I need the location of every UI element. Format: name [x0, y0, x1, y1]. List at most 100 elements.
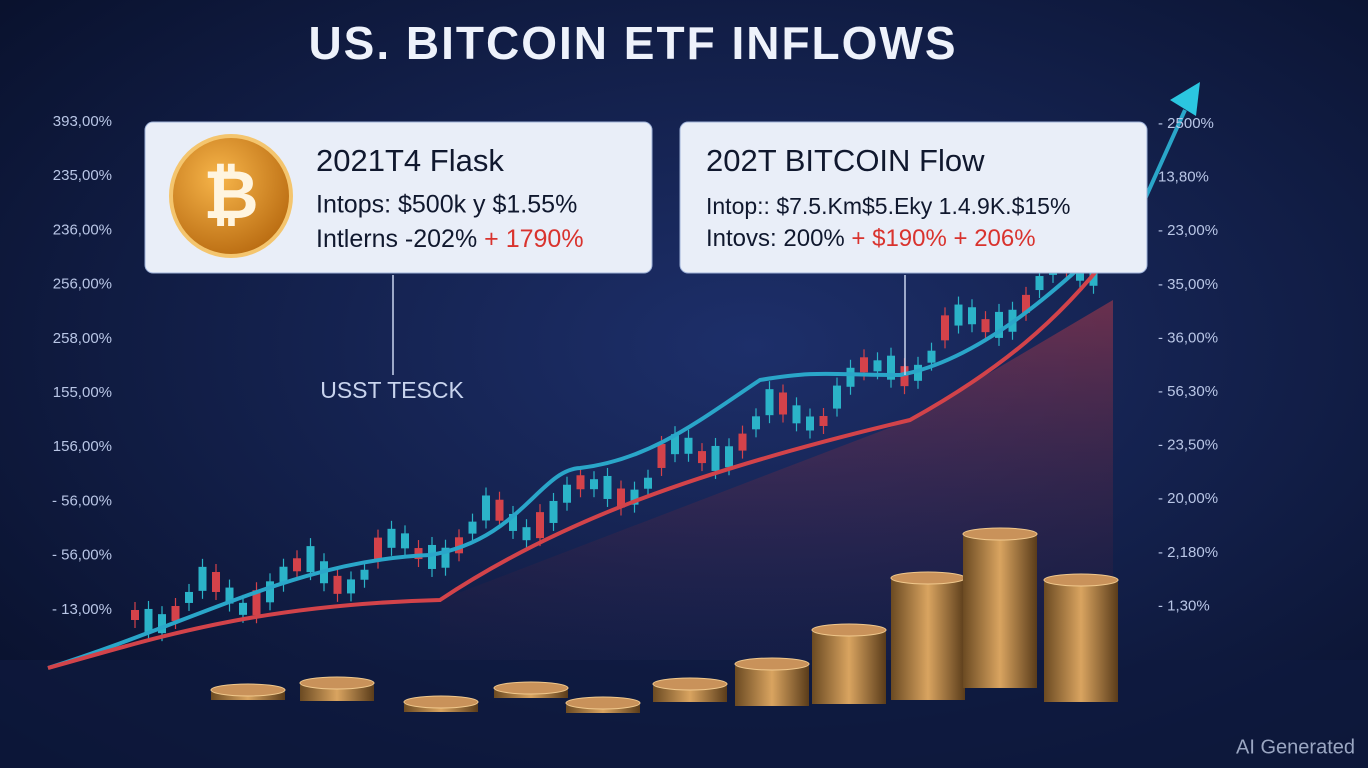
candle-body [225, 587, 234, 604]
card-text: + $190% [851, 225, 946, 252]
coin-side [891, 620, 965, 628]
coin-top [811, 623, 887, 637]
candle-body [792, 405, 801, 424]
candle-body [590, 479, 598, 490]
coin-side [1044, 662, 1118, 670]
left-axis-label: 393,00% [53, 113, 112, 130]
coin-side [1044, 590, 1118, 598]
coin-side [1044, 614, 1118, 622]
candle-body [252, 590, 261, 616]
candle-body [644, 477, 652, 489]
coin-side [300, 693, 374, 701]
candle-body [428, 544, 436, 569]
candle-body [765, 389, 774, 416]
candle-body [833, 385, 841, 409]
candle-body [414, 548, 423, 560]
coin-top [890, 571, 966, 585]
coin-side [891, 684, 965, 692]
candle-body [279, 566, 288, 584]
coin-side [735, 682, 809, 690]
blue-line [47, 109, 1187, 670]
right-axis-label: - 36,00% [1158, 329, 1218, 346]
coin-side [891, 660, 965, 668]
candle-body [158, 614, 166, 634]
candle-body [576, 475, 585, 490]
candle-body [536, 512, 544, 539]
candle-body [455, 537, 463, 554]
candle-body [1022, 294, 1030, 313]
candle-body [198, 566, 207, 591]
candle-body [239, 602, 247, 615]
coin-side [963, 544, 1037, 552]
left-axis-label: 256,00% [53, 276, 112, 293]
candle-body [684, 437, 693, 454]
coin-side [653, 694, 727, 702]
card-text: Intovs: 200% [706, 225, 845, 252]
candle-body [725, 446, 733, 468]
candle-body [603, 475, 612, 499]
coin-side [963, 648, 1037, 656]
coin-side [891, 692, 965, 700]
coin-side [1044, 678, 1118, 686]
card-line: Intovs: 200% + $190% + 206% [706, 225, 1036, 252]
candle-body [441, 547, 450, 568]
candle-body [482, 495, 490, 521]
left-axis-label: 235,00% [53, 167, 112, 184]
card-line: Intops: $500k y $1.55% [316, 191, 577, 219]
coin-side [1044, 638, 1118, 646]
coin-side [963, 592, 1037, 600]
candle-body [981, 319, 990, 333]
right-axis-label: - 2,180% [1158, 544, 1218, 561]
right-axis-label: 13,80% [1158, 169, 1209, 186]
candle-body [144, 608, 153, 632]
coin-side [963, 552, 1037, 560]
left-axis-label: 156,00% [53, 438, 112, 455]
coin-side [963, 632, 1037, 640]
candle-body [779, 392, 787, 415]
candle-body [738, 433, 747, 451]
coin-side [1044, 630, 1118, 638]
coin-side [963, 656, 1037, 664]
card-line: Intop:: $7.5.Km$5.Ekу 1.4.9K.$15% [706, 193, 1070, 219]
candle-body [860, 357, 868, 373]
candle-body [954, 304, 963, 326]
candle-body [846, 367, 855, 387]
candle-body [819, 415, 828, 426]
coin-side [812, 640, 886, 648]
arrow-head [1170, 82, 1200, 116]
watermark: AI Generated [1236, 736, 1355, 758]
candle-body [387, 528, 396, 548]
left-axis-label: 155,00% [53, 384, 112, 401]
candle-body [927, 350, 936, 363]
candle-body [212, 571, 220, 592]
candle-body [293, 558, 301, 572]
coin-side [735, 674, 809, 682]
candle-body [131, 610, 139, 620]
card [679, 121, 1148, 274]
candle-body [509, 513, 517, 531]
coin-side [735, 690, 809, 698]
coin-side [963, 608, 1037, 616]
candle-body [914, 364, 922, 381]
coin-side [891, 596, 965, 604]
candle-body [1035, 276, 1044, 291]
right-axis-label: - 2500% [1158, 115, 1214, 132]
floor [0, 660, 1368, 768]
coin-side [1044, 686, 1118, 694]
coin-side [812, 680, 886, 688]
card-title: 2021T4 Flask [316, 143, 504, 178]
candle-body [495, 499, 504, 521]
red-area [440, 300, 1113, 660]
left-axis-label: 258,00% [53, 330, 112, 347]
coin-side [963, 584, 1037, 592]
card-text: + 206% [954, 225, 1036, 252]
coin-side [963, 600, 1037, 608]
coin-side [1044, 646, 1118, 654]
candle-body [171, 605, 180, 621]
coin-side [1044, 598, 1118, 606]
coin-side [812, 696, 886, 704]
candle-body [468, 521, 477, 534]
coin-top [210, 683, 286, 697]
candle-body [900, 366, 909, 387]
